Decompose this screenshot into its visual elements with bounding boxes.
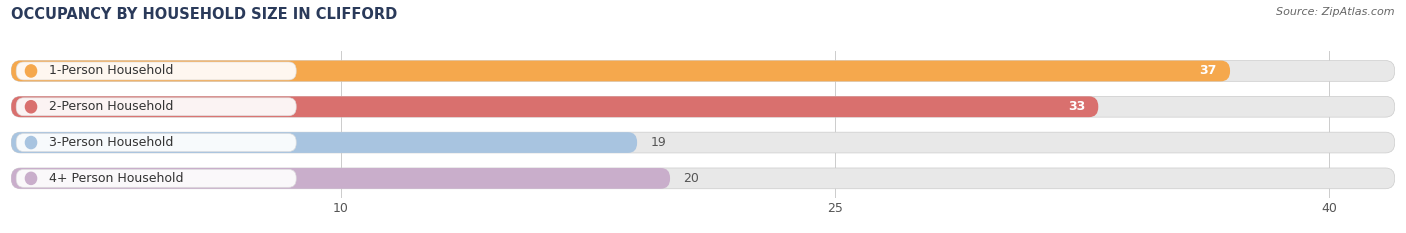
Text: 20: 20 <box>683 172 699 185</box>
Circle shape <box>25 101 37 113</box>
FancyBboxPatch shape <box>17 62 297 80</box>
FancyBboxPatch shape <box>17 98 297 116</box>
FancyBboxPatch shape <box>11 96 1098 117</box>
FancyBboxPatch shape <box>11 61 1230 81</box>
FancyBboxPatch shape <box>17 169 297 187</box>
Text: 33: 33 <box>1069 100 1085 113</box>
FancyBboxPatch shape <box>11 168 1395 189</box>
FancyBboxPatch shape <box>11 132 1395 153</box>
Text: 37: 37 <box>1199 65 1216 77</box>
FancyBboxPatch shape <box>11 96 1395 117</box>
Circle shape <box>25 172 37 185</box>
Circle shape <box>25 137 37 149</box>
Text: 1-Person Household: 1-Person Household <box>49 65 173 77</box>
Text: OCCUPANCY BY HOUSEHOLD SIZE IN CLIFFORD: OCCUPANCY BY HOUSEHOLD SIZE IN CLIFFORD <box>11 7 398 22</box>
Text: 3-Person Household: 3-Person Household <box>49 136 173 149</box>
Text: 4+ Person Household: 4+ Person Household <box>49 172 184 185</box>
FancyBboxPatch shape <box>11 132 637 153</box>
Text: 2-Person Household: 2-Person Household <box>49 100 173 113</box>
FancyBboxPatch shape <box>17 134 297 151</box>
FancyBboxPatch shape <box>11 61 1395 81</box>
FancyBboxPatch shape <box>11 168 671 189</box>
Text: 19: 19 <box>651 136 666 149</box>
Text: Source: ZipAtlas.com: Source: ZipAtlas.com <box>1277 7 1395 17</box>
Circle shape <box>25 65 37 77</box>
